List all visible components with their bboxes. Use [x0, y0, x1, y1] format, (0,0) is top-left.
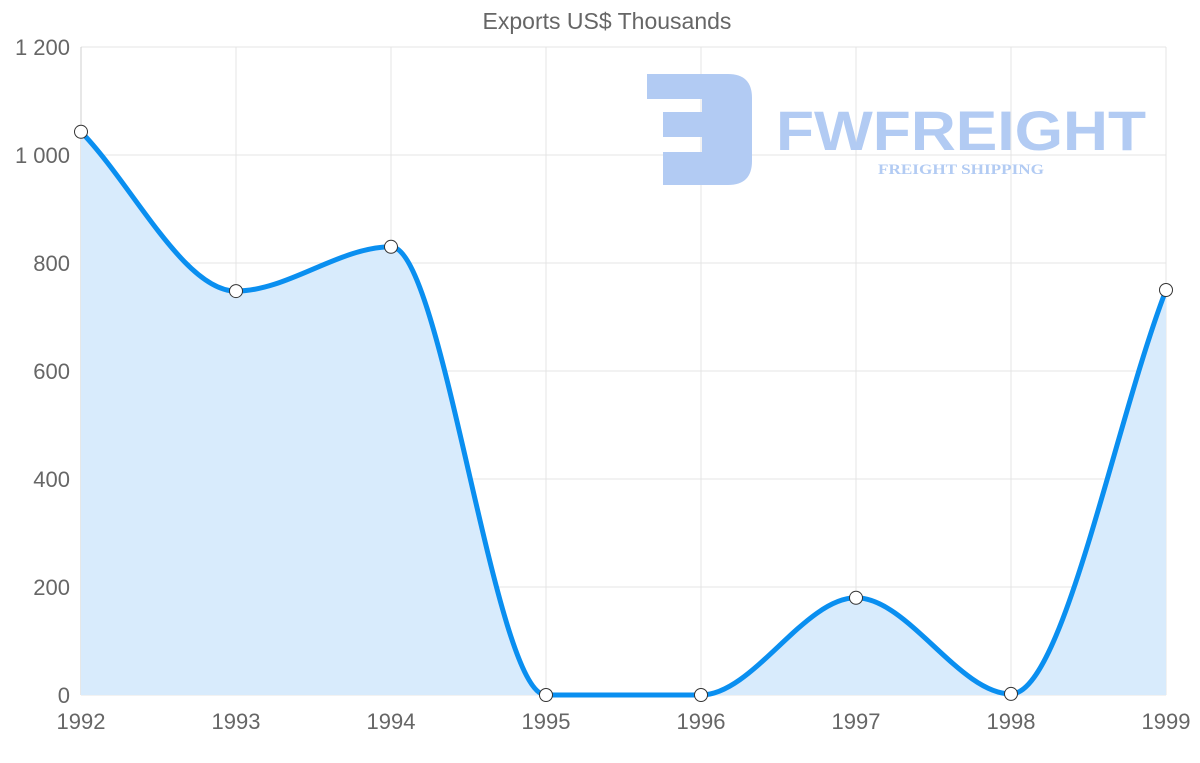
x-tick-label: 1992 [57, 709, 106, 734]
data-point [384, 239, 398, 254]
y-tick-label: 800 [33, 251, 70, 276]
watermark-logo: FWFREIGHT FREIGHT SHIPPING [647, 74, 1146, 185]
y-tick-label: 0 [58, 683, 70, 708]
data-point [694, 688, 708, 702]
data-points [74, 124, 1173, 702]
y-tick-label: 400 [33, 467, 70, 492]
y-tick-label: 1 200 [15, 35, 70, 60]
x-tick-label: 1999 [1142, 709, 1191, 734]
series-area-fill [81, 131, 1166, 695]
logo-mark-icon [647, 74, 752, 185]
x-tick-label: 1997 [832, 709, 881, 734]
data-point [229, 284, 243, 299]
data-point [1004, 686, 1018, 701]
x-tick-label: 1993 [212, 709, 261, 734]
y-axis-labels: 0 200 400 600 800 1 000 1 200 [15, 35, 70, 708]
x-tick-label: 1995 [522, 709, 571, 734]
x-tick-label: 1996 [677, 709, 726, 734]
data-point [74, 124, 88, 139]
data-point [539, 688, 553, 702]
watermark-brand: FWFREIGHT [776, 99, 1146, 162]
x-axis-labels: 1992 1993 1994 1995 1996 1997 1998 1999 [57, 709, 1191, 734]
data-point [849, 590, 863, 605]
data-point [1159, 283, 1173, 297]
x-tick-label: 1994 [367, 709, 416, 734]
y-tick-label: 600 [33, 359, 70, 384]
watermark-tagline: FREIGHT SHIPPING [878, 162, 1044, 178]
y-tick-label: 1 000 [15, 143, 70, 168]
y-tick-label: 200 [33, 575, 70, 600]
chart-title: Exports US$ Thousands [483, 8, 732, 34]
x-tick-label: 1998 [987, 709, 1036, 734]
